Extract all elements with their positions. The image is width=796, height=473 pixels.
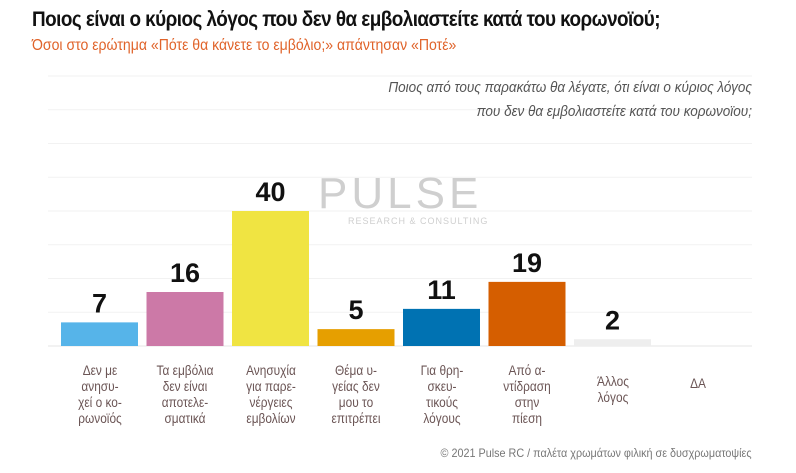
watermark-tagline: RESEARCH & CONSULTING	[348, 216, 489, 226]
category-label: Ανησυχία για παρε-νέργειες εμβολίων	[245, 363, 296, 426]
pulse-watermark-logo: PULSE RESEARCH & CONSULTING	[318, 169, 489, 227]
category-label: Από α-ντίδραση στην πίεση	[503, 363, 551, 426]
data-label: 19	[512, 248, 542, 278]
category-label: Θέμα υ-γείας δεν μου το επιτρέπει	[331, 363, 381, 426]
data-label: 5	[348, 295, 363, 325]
data-label: 7	[92, 288, 107, 318]
category-label: Δεν με ανησυ-χεί ο κο-ρωνοϊός	[77, 363, 122, 426]
chart-title: Ποιος είναι ο κύριος λόγος που δεν θα εμ…	[32, 8, 661, 31]
data-label: 40	[255, 177, 285, 207]
bar	[574, 339, 651, 346]
question-line-1: Ποιος από τους παρακάτω θα λέγατε, ότι ε…	[388, 79, 752, 96]
bar	[403, 308, 480, 346]
bar	[488, 281, 566, 346]
bar	[232, 211, 309, 346]
question-line-2: που δεν θα εμβολιαστείτε κατά του κορωνο…	[476, 103, 752, 120]
category-label: Τα εμβόλια δεν είναι αποτελε-σματικά	[156, 363, 214, 426]
watermark-brand: PULSE	[318, 169, 483, 218]
footer-credit: © 2021 Pulse RC / παλέτα χρωμάτων φιλική…	[440, 446, 752, 460]
bar	[146, 292, 224, 346]
category-label: Για θρη-σκευ-τικούς λόγους	[420, 363, 463, 426]
data-label: 11	[427, 275, 456, 305]
bar	[317, 329, 395, 346]
category-label: ΔΑ	[690, 376, 706, 391]
bar	[61, 322, 138, 346]
category-label: Άλλος λόγος	[596, 374, 629, 405]
data-label: 16	[170, 258, 200, 288]
question-text: Ποιος από τους παρακάτω θα λέγατε, ότι ε…	[388, 76, 752, 124]
chart-subtitle: Όσοι στο ερώτημα «Πότε θα κάνετε το εμβό…	[32, 37, 457, 54]
data-label: 2	[605, 305, 620, 335]
